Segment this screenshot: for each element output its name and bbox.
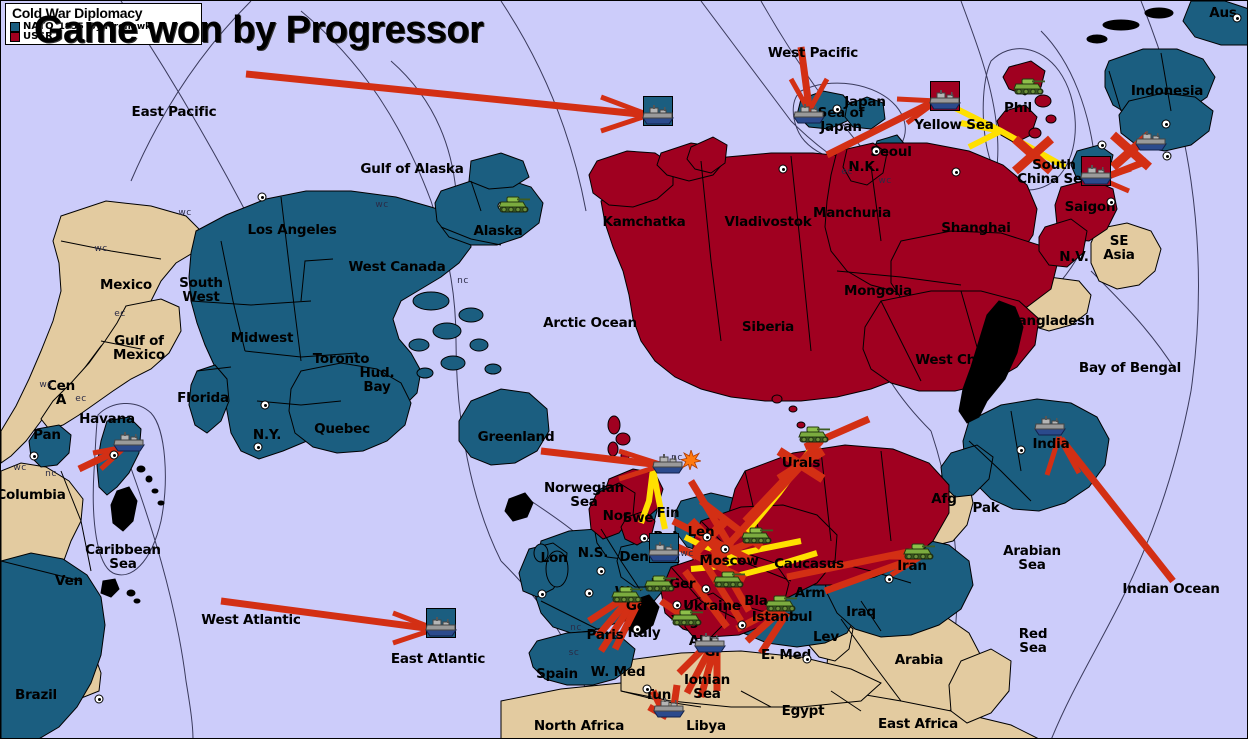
supply-center-dot[interactable] bbox=[951, 167, 961, 177]
supply-center-dot[interactable] bbox=[701, 584, 711, 594]
ship-icon bbox=[693, 633, 727, 653]
army-unit[interactable] bbox=[670, 609, 704, 629]
ship-icon bbox=[928, 90, 962, 110]
legend-year: 1955 bbox=[58, 21, 84, 32]
supply-center-dot[interactable] bbox=[639, 533, 649, 543]
fleet-unit[interactable] bbox=[647, 533, 681, 563]
tank-icon bbox=[670, 609, 704, 629]
fleet-unit[interactable] bbox=[641, 96, 675, 126]
supply-center-dot[interactable] bbox=[832, 104, 842, 114]
supply-center-dot[interactable] bbox=[802, 654, 812, 664]
supply-center-dot[interactable] bbox=[584, 588, 594, 598]
supply-center-dot[interactable] bbox=[29, 451, 39, 461]
tank-icon bbox=[643, 575, 677, 595]
fleet-unit[interactable] bbox=[651, 454, 685, 474]
army-unit[interactable] bbox=[497, 196, 531, 216]
supply-center-dot[interactable] bbox=[260, 400, 270, 410]
supply-center-dot[interactable] bbox=[109, 450, 119, 460]
supply-center-dot[interactable] bbox=[1097, 140, 1107, 150]
game-result-banner: Game won by Progressor bbox=[34, 9, 484, 51]
fleet-unit[interactable] bbox=[424, 608, 458, 638]
legend-powers-row: NATO 1955 By Firehawk bbox=[6, 21, 201, 32]
tank-icon bbox=[740, 527, 774, 547]
tank-icon bbox=[764, 595, 798, 615]
black-territories bbox=[100, 7, 1174, 636]
tank-icon bbox=[902, 543, 936, 563]
tank-icon bbox=[712, 571, 746, 591]
supply-center-dot[interactable] bbox=[94, 694, 104, 704]
ship-icon bbox=[1033, 416, 1067, 436]
legend-nato-label: NATO bbox=[23, 21, 54, 32]
ussr-color-swatch bbox=[10, 31, 20, 42]
army-unit[interactable] bbox=[610, 586, 644, 606]
ship-icon bbox=[652, 698, 686, 718]
army-unit[interactable] bbox=[797, 426, 831, 446]
ussr-territories bbox=[588, 60, 1118, 640]
supply-center-dot[interactable] bbox=[596, 566, 606, 576]
nato-color-swatch bbox=[10, 21, 20, 32]
explosion-marker bbox=[681, 450, 701, 470]
fleet-unit[interactable] bbox=[792, 104, 826, 124]
supply-center-dot[interactable] bbox=[778, 164, 788, 174]
army-unit[interactable] bbox=[764, 595, 798, 615]
fleet-unit[interactable] bbox=[1079, 156, 1113, 186]
ship-icon bbox=[112, 432, 146, 452]
ship-icon bbox=[424, 617, 458, 637]
tank-icon bbox=[1012, 78, 1046, 98]
province-borders bbox=[1, 52, 1172, 712]
supply-center-dot[interactable] bbox=[642, 684, 652, 694]
supply-center-dot[interactable] bbox=[884, 574, 894, 584]
burst-icon bbox=[681, 450, 701, 470]
tank-icon bbox=[797, 426, 831, 446]
army-unit[interactable] bbox=[643, 575, 677, 595]
ship-icon bbox=[792, 104, 826, 124]
fleet-unit[interactable] bbox=[928, 81, 962, 111]
legend-ussr-label: USSR bbox=[23, 31, 53, 42]
fleet-unit[interactable] bbox=[1033, 416, 1067, 436]
fleet-unit[interactable] bbox=[693, 633, 727, 653]
ship-icon bbox=[1079, 165, 1113, 185]
supply-center-dot[interactable] bbox=[871, 146, 881, 156]
supply-center-dot[interactable] bbox=[1232, 13, 1242, 23]
ship-icon bbox=[1134, 131, 1168, 151]
ship-icon bbox=[641, 105, 675, 125]
army-unit[interactable] bbox=[1012, 78, 1046, 98]
fleet-unit[interactable] bbox=[112, 432, 146, 452]
tank-icon bbox=[610, 586, 644, 606]
army-unit[interactable] bbox=[740, 527, 774, 547]
ship-icon bbox=[651, 454, 685, 474]
supply-center-dot[interactable] bbox=[1161, 119, 1171, 129]
supply-center-dot[interactable] bbox=[1106, 197, 1116, 207]
supply-center-dot[interactable] bbox=[737, 620, 747, 630]
supply-center-dot[interactable] bbox=[1162, 151, 1172, 161]
ship-icon bbox=[647, 542, 681, 562]
supply-center-dot[interactable] bbox=[720, 544, 730, 554]
legend-ussr-row: USSR bbox=[6, 31, 201, 42]
supply-center-dot[interactable] bbox=[702, 532, 712, 542]
map-legend: Cold War Diplomacy NATO 1955 By Firehawk… bbox=[5, 3, 202, 45]
army-unit[interactable] bbox=[902, 543, 936, 563]
legend-title: Cold War Diplomacy bbox=[12, 5, 143, 21]
fleet-unit[interactable] bbox=[652, 698, 686, 718]
supply-center-dot[interactable] bbox=[632, 624, 642, 634]
tank-icon bbox=[497, 196, 531, 216]
army-unit[interactable] bbox=[712, 571, 746, 591]
supply-center-dot[interactable] bbox=[1016, 445, 1026, 455]
supply-center-dot[interactable] bbox=[537, 589, 547, 599]
supply-center-dot[interactable] bbox=[672, 600, 682, 610]
fleet-unit[interactable] bbox=[1134, 131, 1168, 151]
legend-credit: By Firehawk bbox=[88, 21, 152, 32]
supply-center-dot[interactable] bbox=[257, 192, 267, 202]
supply-center-dot[interactable] bbox=[253, 442, 263, 452]
